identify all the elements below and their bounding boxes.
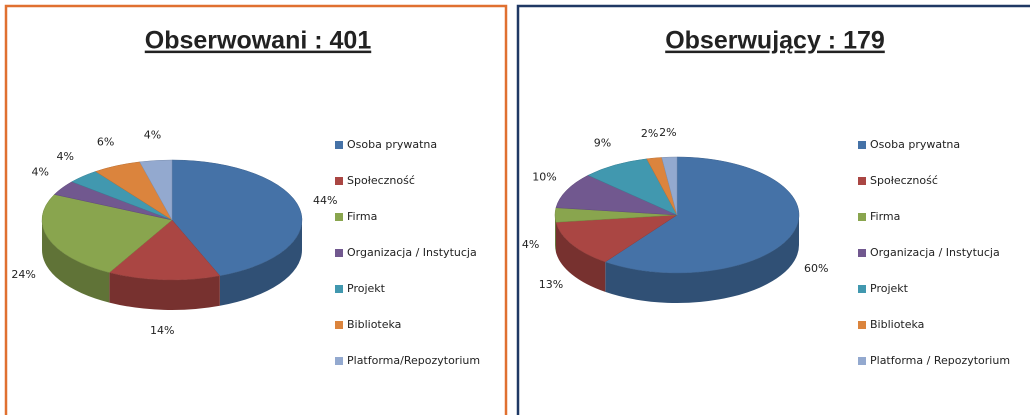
pie-side [555,222,606,292]
data-label: 44% [313,194,337,207]
pie-side [219,220,302,306]
pie-slice [41,194,173,273]
legend-swatch [335,249,343,257]
pie-side [555,215,556,253]
legend-label: Biblioteka [347,318,401,331]
legend-swatch [858,177,866,185]
data-label: 4% [56,150,73,163]
legend-label: Społeczność [347,174,415,187]
pie-slice [139,159,173,221]
pie-side [605,215,799,303]
legend-swatch [858,357,866,365]
data-label: 13% [539,278,563,291]
legend-label: Osoba prywatna [870,138,960,151]
legend-label: Organizacja / Instytucja [347,246,477,259]
legend-label: Platforma / Repozytorium [870,354,1010,367]
legend-swatch [858,249,866,257]
data-label: 4% [144,129,161,142]
legend-label: Społeczność [870,174,938,187]
legend-label: Platforma/Repozytorium [347,354,480,367]
data-label: 6% [97,136,114,149]
pie-slice [555,214,678,263]
chart-title: Obserwujący : 179 [665,27,885,55]
chart-title: Obserwowani : 401 [145,27,372,55]
legend-swatch [858,141,866,149]
data-label: 4% [32,166,49,179]
legend-swatch [335,357,343,365]
data-label: 2% [641,127,658,140]
data-label: 4% [522,238,539,251]
legend-swatch [335,177,343,185]
pie-slice [555,175,678,216]
legend-label: Projekt [870,282,909,295]
legend-swatch [858,285,866,293]
legend-swatch [858,321,866,329]
legend-swatch [858,213,866,221]
legend-label: Osoba prywatna [347,138,437,151]
pie-side [109,272,220,311]
legend-swatch [335,141,343,149]
legend-label: Organizacja / Instytucja [870,246,1000,259]
data-label: 60% [804,262,828,275]
pie-slice [661,156,678,216]
legend-label: Firma [870,210,900,223]
legend-label: Projekt [347,282,386,295]
pie-slice [108,219,221,281]
legend-label: Biblioteka [870,318,924,331]
data-label: 9% [594,137,611,150]
legend-swatch [335,285,343,293]
legend-swatch [335,321,343,329]
legend-label: Firma [347,210,377,223]
pie-side [42,220,110,303]
data-label: 2% [659,126,676,139]
data-label: 14% [150,324,174,337]
data-label: 24% [11,268,35,281]
pie-slice [171,159,303,277]
data-label: 10% [532,171,556,184]
pie-slice [604,156,800,274]
legend-swatch [335,213,343,221]
